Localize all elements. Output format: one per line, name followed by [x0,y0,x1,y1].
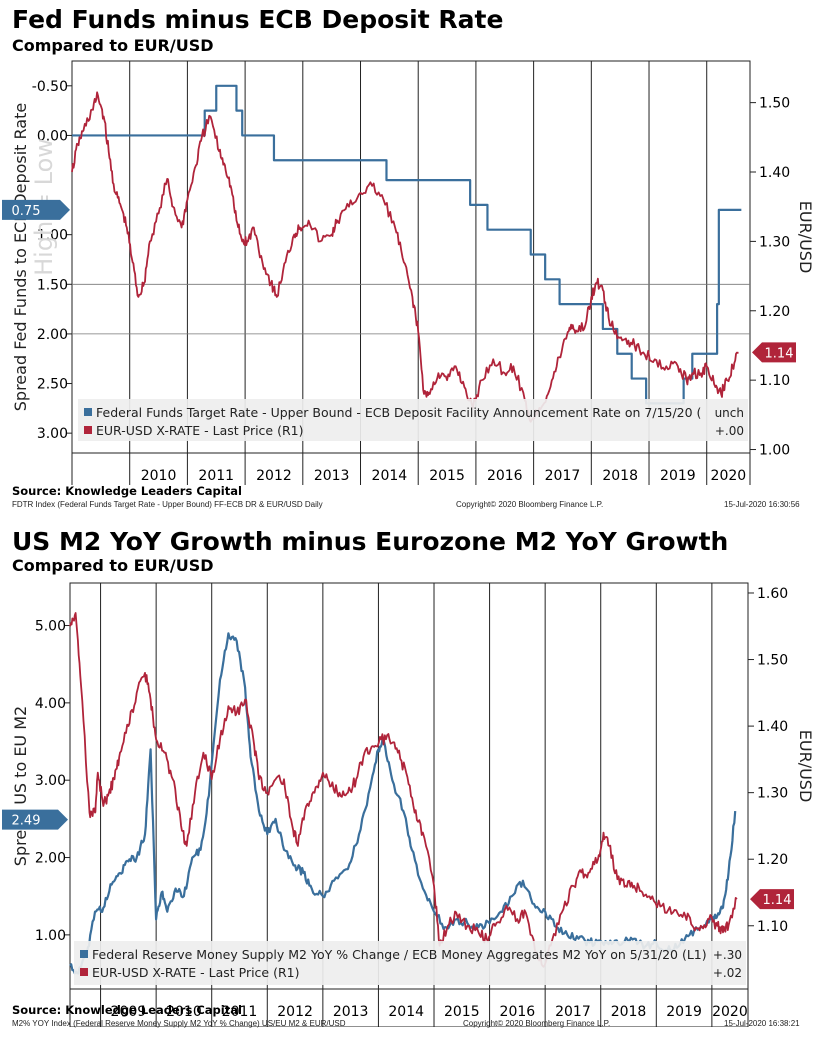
chart-2-plot-frame [69,582,749,1027]
chart-1-x-tick-label: 2015 [429,468,465,484]
chart-2-plot: 2009 2010 2011 2012 2013 2014 2015 2016 2017 2018… [2,582,815,1027]
chart-1-footer-left: FDTR Index (Federal Funds Target Rate - … [12,500,323,509]
chart-2-right-tick-label: 1.50 [757,653,788,669]
chart-1-x-tick-label: 2018 [602,468,638,484]
chart-2-left-tick-label: 5.00 [35,619,66,635]
chart-1-legend-swatch [84,408,92,416]
chart-1-right-tick-label: 1.30 [759,234,790,250]
chart-1-subtitle: Compared to EUR/USD [12,36,214,55]
chart-2-left-tick-label: 2.00 [35,851,66,867]
chart-1-legend-change: +.00 [715,424,744,438]
chart-2-footer-timestamp: 15-Jul-2020 16:38:21 [724,1019,800,1028]
chart-2-x-tick-label: 2012 [277,1004,313,1020]
chart-1-right-tick-label: 1.00 [759,443,790,459]
chart-1-x-tick-label: 2013 [314,468,350,484]
chart-2-x-tick-label: 2016 [500,1004,536,1020]
chart-2-left-value-tag-label: 2.49 [12,814,41,829]
chart-1-series-red-line [71,91,739,423]
chart-2-x-tick-label: 2019 [666,1004,702,1020]
chart-1-series-blue-line [72,84,742,405]
chart-1-left-tick-label: 3.00 [37,426,68,442]
chart-1-left-tick-label: -0.50 [32,79,68,95]
chart-2-legend-swatch [80,950,88,958]
chart-2-source: Source: Knowledge Leaders Capital [12,1003,242,1017]
chart-1-right-tick-label: 1.10 [759,373,790,389]
chart-2-title: US M2 YoY Growth minus Eurozone M2 YoY G… [12,527,729,556]
chart-2-series-blue-line [69,632,737,975]
chart-panel-2: US M2 YoY Growth minus Eurozone M2 YoY G… [0,525,839,1053]
chart-2-footer-copyright: Copyright© 2020 Bloomberg Finance L.P. [463,1019,611,1028]
chart-1-left-value-tag [2,199,70,220]
chart-1-x-tick-label: 2014 [372,468,408,484]
chart-1-x-tick-label: 2010 [141,468,177,484]
chart-1-legend-swatch [84,426,92,434]
chart-2-legend-swatch [80,968,88,976]
chart-1-right-axis-title: EUR/USD [796,201,815,274]
chart-2-right-tick-label: 1.20 [757,852,788,868]
chart-1-footer-copyright: Copyright© 2020 Bloomberg Finance L.P. [456,500,604,509]
chart-2-x-tick-label: 2010 [166,1004,202,1020]
chart-2-right-axis-title: EUR/USD [796,730,815,803]
chart-1-right-tick-label: 1.20 [759,304,790,320]
chart-1-x-tick-label: 2020 [711,468,747,484]
chart-2-x-tick-label: 2018 [611,1004,647,1020]
chart-1-left-tick-label: 0.00 [37,128,68,144]
chart-2-x-tick-label: 2009 [111,1004,147,1020]
chart-2-left-tick-label: 3.00 [35,773,66,789]
chart-2-legend-change: +.02 [713,966,742,980]
chart-2-right-tick-label: 1.40 [757,719,788,735]
chart-2-x-tick-label: 2014 [388,1004,424,1020]
chart-1-x-tick-label: 2011 [198,468,234,484]
chart-2-footer-left: M2% YOY Index (Federal Reserve Money Sup… [12,1019,346,1028]
chart-1-legend-label: EUR-USD X-RATE - Last Price (R1) [96,423,304,438]
chart-1-x-tick-label: 2017 [545,468,581,484]
chart-1-right-value-tag-label: 1.14 [765,346,794,361]
chart-1-footer-timestamp: 15-Jul-2020 16:30:56 [724,500,800,509]
chart-1-left-tick-label: 1.00 [37,228,68,244]
chart-2-subtitle: Compared to EUR/USD [12,556,214,575]
chart-panel-1: Fed Funds minus ECB Deposit Rate Compare… [0,0,839,515]
chart-1-legend-box [78,399,748,441]
chart-2-x-tick-label: 2011 [222,1004,258,1020]
chart-2-legend-box [74,941,746,985]
chart-1-right-tick-label: 1.50 [759,96,790,112]
chart-1-left-axis-title: Spread Fed Funds to ECB Deposit Rate [11,103,30,411]
chart-2-right-tick-label: 1.10 [757,919,788,935]
chart-2-right-value-tag [750,889,794,910]
chart-1-left-tick-label: 1.50 [37,277,68,293]
chart-2-right-tick-label: 1.60 [757,586,788,602]
chart-2-right-tick-label: 1.30 [757,786,788,802]
chart-1-source: Source: Knowledge Leaders Capital [12,484,242,498]
chart-2-left-tick-label: 4.00 [35,696,66,712]
chart-1-right-value-tag [752,342,796,363]
chart-2-legend-change: +.30 [713,948,742,962]
chart-1-x-tick-label: 2016 [487,468,523,484]
chart-1-plot: 2010 2011 2012 2013 2014 2015 2016 2017 2018 2019… [2,60,815,485]
chart-1-x-tick-label: 2012 [256,468,292,484]
chart-1-legend-change: unch [715,406,744,420]
chart-2-x-tick-label: 2015 [444,1004,480,1020]
chart-2-legend-label: EUR-USD X-RATE - Last Price (R1) [92,965,300,980]
chart-1-x-tick-label: 2019 [660,468,696,484]
chart-2-left-axis-title: Spread US to EU M2 [11,706,30,866]
chart-2-x-tick-label: 2017 [555,1004,591,1020]
chart-2-x-tick-label: 2013 [333,1004,369,1020]
chart-1-left-tick-label: 2.00 [37,327,68,343]
chart-1-legend-label: Federal Funds Target Rate - Upper Bound … [96,405,701,420]
chart-2-legend-label: Federal Reserve Money Supply M2 YoY % Ch… [92,947,707,962]
chart-2-right-value-tag-label: 1.14 [763,893,792,908]
chart-1-left-value-tag-label: 0.75 [12,204,41,219]
chart-1-title: Fed Funds minus ECB Deposit Rate [12,5,504,34]
chart-2-series-red-line [69,612,738,968]
chart-1-plot-frame [71,60,751,485]
chart-2-x-tick-label: 2020 [712,1004,748,1020]
chart-1-left-tick-label: 2.50 [37,377,68,393]
chart-2-left-tick-label: 1.00 [35,928,66,944]
chart-2-left-value-tag [2,809,68,830]
chart-1-right-tick-label: 1.40 [759,165,790,181]
